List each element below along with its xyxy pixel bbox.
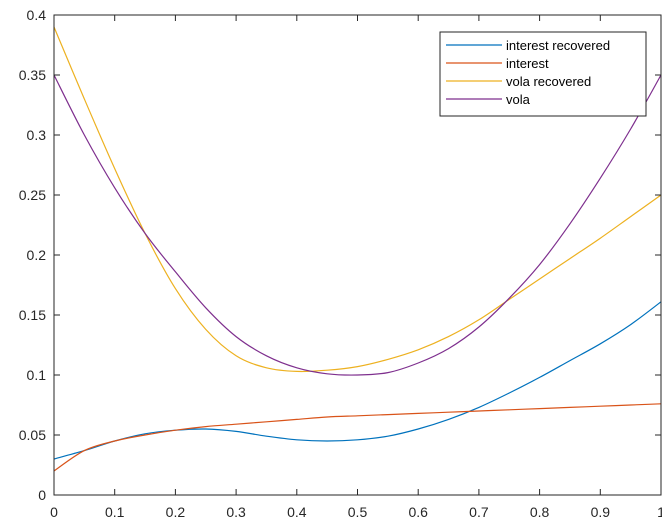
y-tick-label: 0 xyxy=(38,487,46,503)
y-tick-label: 0.2 xyxy=(27,247,47,263)
legend-box xyxy=(439,31,647,117)
tick-layer: 0 0.1 0.2 0.3 0.4 0.5 0.6 0.7 0.8 0.9 1 0 0.05 0.1 0.1… xyxy=(19,7,662,520)
x-tick-label: 0.5 xyxy=(348,504,368,520)
x-tick-label: 0.1 xyxy=(105,504,125,520)
y-tick-label: 0.1 xyxy=(27,367,47,383)
series-layer xyxy=(53,26,662,472)
y-tick-label: 0.05 xyxy=(19,427,46,443)
x-tick-label: 0.3 xyxy=(226,504,246,520)
y-tick-label: 0.4 xyxy=(27,7,47,23)
series-line-1 xyxy=(53,403,662,472)
legend: interest recovered interest vola recovered… xyxy=(439,31,647,117)
x-tick-label: 0.4 xyxy=(287,504,307,520)
series-line-3 xyxy=(53,74,662,376)
y-tick-label: 0.25 xyxy=(19,187,46,203)
x-tick-label: 0.9 xyxy=(591,504,611,520)
legend-label-3: vola xyxy=(506,92,531,107)
x-tick-label: 1 xyxy=(657,504,662,520)
legend-label-1: interest xyxy=(506,56,549,71)
x-tick-label: 0.8 xyxy=(530,504,550,520)
x-tick-label: 0 xyxy=(50,504,58,520)
legend-label-0: interest recovered xyxy=(506,38,610,53)
y-tick-label: 0.15 xyxy=(19,307,46,323)
x-tick-label: 0.2 xyxy=(166,504,186,520)
y-tick-label: 0.3 xyxy=(27,127,47,143)
y-tick-label: 0.35 xyxy=(19,67,46,83)
x-tick-label: 0.6 xyxy=(408,504,428,520)
legend-label-2: vola recovered xyxy=(506,74,591,89)
x-tick-label: 0.7 xyxy=(469,504,489,520)
series-line-0 xyxy=(53,301,662,460)
